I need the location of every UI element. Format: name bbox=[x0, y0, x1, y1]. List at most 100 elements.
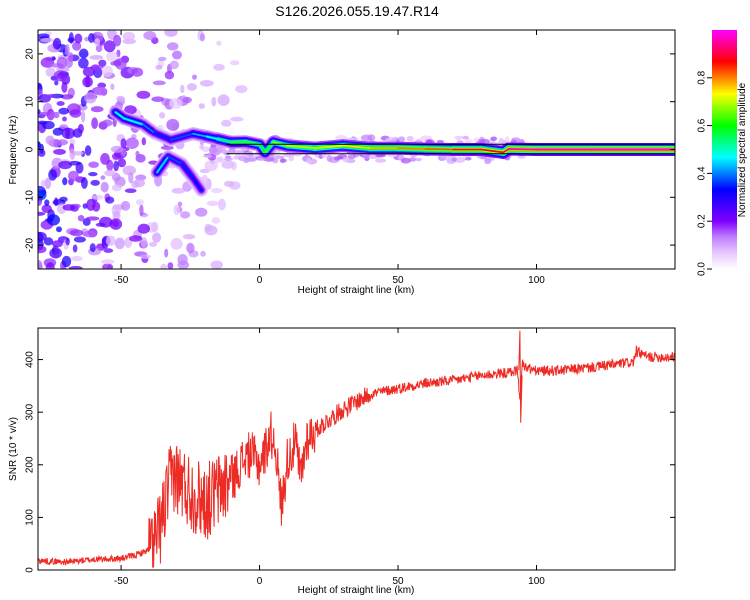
spectral-speckle bbox=[342, 156, 350, 163]
spectral-speckle bbox=[67, 52, 74, 63]
spectrogram-x-tick-label: -50 bbox=[114, 275, 129, 286]
spectral-speckle bbox=[88, 161, 99, 168]
spectral-speckle bbox=[68, 170, 79, 182]
spectral-speckle bbox=[53, 197, 59, 207]
spectrogram-marks bbox=[38, 30, 675, 269]
spectral-speckle bbox=[52, 37, 62, 50]
spectral-speckle bbox=[101, 259, 115, 265]
spectral-speckle bbox=[326, 154, 332, 162]
spectral-speckle bbox=[167, 42, 179, 51]
spectral-speckle bbox=[200, 33, 205, 42]
spectral-speckle bbox=[397, 136, 406, 143]
spectral-ridge-segment bbox=[502, 148, 510, 154]
spectral-speckle bbox=[103, 248, 114, 253]
spectral-speckle bbox=[78, 48, 89, 59]
spectral-speckle bbox=[83, 230, 97, 238]
spectral-speckle bbox=[152, 232, 162, 243]
snr-axes: -50 0 50 100 0 100 200 300 400 bbox=[25, 328, 675, 587]
colorbar-gradient bbox=[712, 30, 737, 269]
spectral-speckle bbox=[77, 123, 84, 134]
spectral-speckle bbox=[110, 145, 124, 153]
spectral-speckle bbox=[230, 116, 244, 122]
snr-y-axis-label: SNR (10 * v/v) bbox=[8, 417, 19, 481]
spectral-speckle bbox=[38, 120, 48, 125]
spectral-speckle bbox=[81, 110, 86, 123]
spectral-speckle bbox=[47, 214, 60, 226]
spectral-speckle bbox=[217, 94, 230, 106]
spectral-branch-segment bbox=[181, 162, 195, 180]
spectral-speckle bbox=[473, 137, 480, 143]
spectral-speckle bbox=[61, 81, 68, 93]
spectral-speckle bbox=[172, 50, 182, 60]
spectral-speckle bbox=[171, 187, 186, 194]
spectral-speckle bbox=[115, 57, 127, 70]
spectral-speckle bbox=[91, 31, 104, 43]
spectral-speckle bbox=[169, 98, 183, 109]
spectral-speckle bbox=[105, 196, 115, 204]
spectral-speckle bbox=[38, 149, 46, 157]
spectral-speckle bbox=[451, 157, 457, 162]
spectral-speckle bbox=[160, 145, 174, 150]
spectral-speckle bbox=[44, 199, 50, 206]
spectral-speckle bbox=[211, 96, 217, 107]
spectral-speckle bbox=[510, 139, 518, 144]
spectral-speckle bbox=[38, 109, 41, 115]
spectral-speckle bbox=[208, 146, 218, 154]
spectral-speckle bbox=[46, 93, 57, 98]
spectral-speckle bbox=[84, 92, 97, 104]
snr-panel: -50 0 50 100 0 100 200 300 400 Height of straigh… bbox=[8, 327, 676, 596]
spectral-speckle bbox=[56, 56, 68, 69]
spectral-speckle bbox=[200, 250, 206, 257]
spectral-speckle bbox=[62, 177, 68, 186]
spectral-ridge-segment bbox=[217, 138, 233, 144]
spectral-speckle bbox=[135, 150, 140, 157]
spectral-speckle bbox=[121, 161, 126, 167]
spectral-speckle bbox=[52, 127, 64, 136]
spectral-speckle bbox=[216, 40, 222, 46]
spectral-speckle bbox=[91, 194, 104, 200]
snr-background bbox=[38, 328, 675, 570]
spectral-speckle bbox=[454, 156, 466, 163]
spectral-branch-segment bbox=[167, 155, 183, 165]
spectral-speckle bbox=[306, 158, 312, 164]
spectral-speckle bbox=[131, 67, 144, 77]
spectral-speckle bbox=[65, 237, 70, 246]
spectral-speckle bbox=[100, 181, 109, 193]
spectral-speckle bbox=[62, 116, 67, 122]
spectrogram-axes: -50 0 50 100 -20 -10 0 10 20 bbox=[25, 30, 675, 286]
spectral-ridge-segment bbox=[397, 147, 427, 150]
spectral-speckle bbox=[51, 240, 64, 248]
spectral-speckle bbox=[88, 33, 95, 43]
spectral-speckle bbox=[112, 210, 121, 221]
spectral-speckle bbox=[164, 70, 175, 80]
spectral-speckle bbox=[91, 64, 100, 70]
spectral-speckle bbox=[218, 150, 230, 154]
spectral-speckle bbox=[400, 157, 411, 164]
spectral-speckle bbox=[192, 74, 197, 80]
spectrogram-x-tick-label: 50 bbox=[392, 275, 404, 286]
snr-x-tick-label: 100 bbox=[528, 576, 545, 587]
spectrogram-y-axis-label: Frequency (Hz) bbox=[8, 116, 19, 185]
colorbar-tick-label: 0.4 bbox=[697, 166, 708, 180]
snr-x-tick-label: 0 bbox=[257, 576, 263, 587]
spectral-speckle bbox=[38, 231, 44, 243]
spectral-speckle bbox=[90, 179, 100, 186]
spectral-speckle bbox=[223, 180, 235, 187]
snr-y-tick-label: 400 bbox=[25, 351, 36, 368]
spectral-speckle bbox=[128, 171, 134, 184]
spectral-speckle bbox=[38, 245, 47, 254]
spectral-ridge-segment bbox=[480, 148, 505, 154]
spectral-speckle bbox=[90, 106, 104, 113]
spectral-speckle bbox=[180, 84, 185, 94]
spectral-speckle bbox=[238, 156, 248, 162]
spectral-speckle bbox=[69, 148, 76, 160]
spectral-speckle bbox=[221, 160, 235, 169]
spectral-speckle bbox=[113, 160, 119, 172]
spectral-speckle bbox=[462, 135, 469, 140]
spectral-speckle bbox=[54, 80, 59, 86]
spectral-speckle bbox=[206, 200, 219, 206]
spectral-speckle bbox=[279, 158, 286, 163]
spectral-speckle bbox=[122, 31, 136, 41]
spectral-speckle bbox=[204, 225, 218, 236]
spectral-speckle bbox=[43, 237, 54, 246]
